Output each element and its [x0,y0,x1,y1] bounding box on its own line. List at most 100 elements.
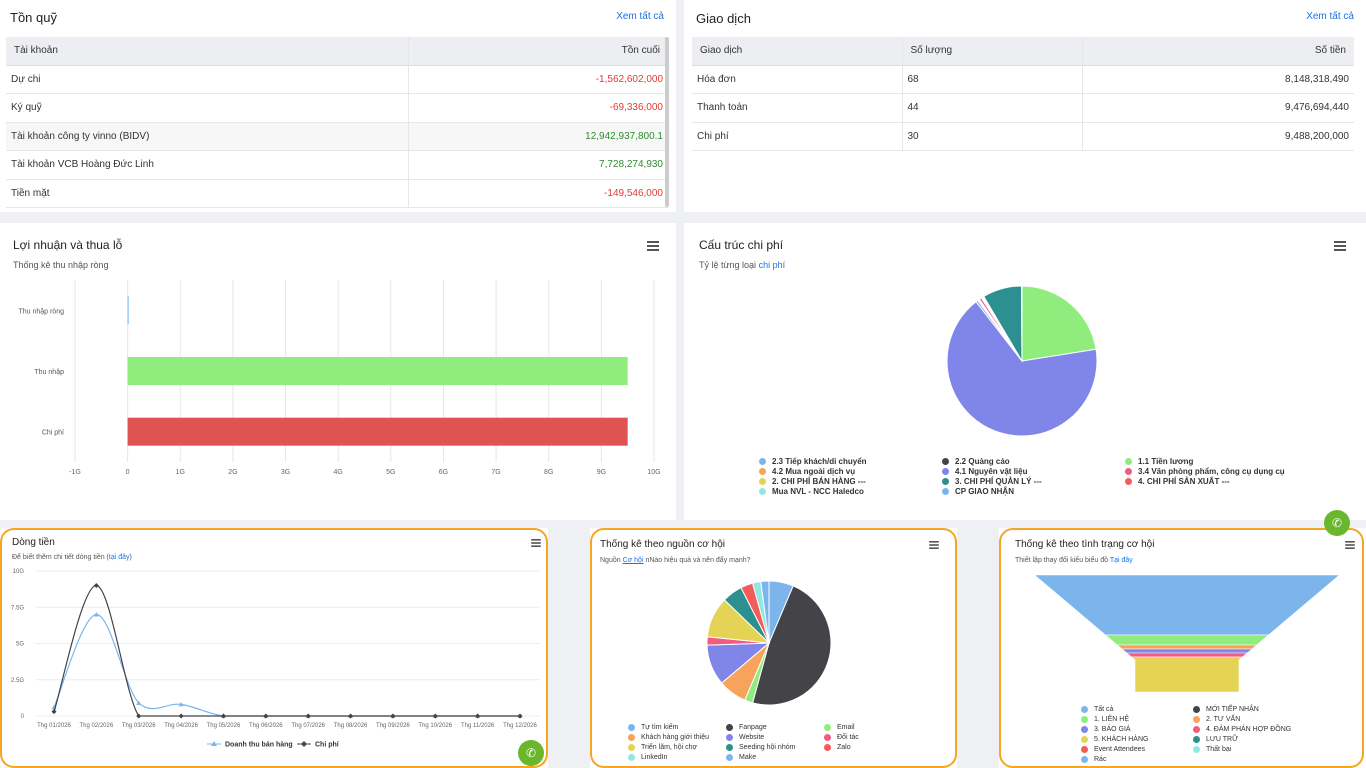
legend-label: 4. ĐÀM PHÁN HỢP ĐỒNG [1206,725,1292,733]
table-row[interactable]: Hóa đơn 68 8,148,318,490 [692,65,1354,94]
chart-menu-icon[interactable] [929,541,939,549]
funnel-segment [1033,574,1341,636]
data-point [178,713,184,719]
transaction-amount: 9,488,200,000 [1081,122,1354,151]
legend-label: 2.3 Tiếp khách/di chuyển [772,456,867,466]
legend-item[interactable]: 4.1 Nguyên vật liệu [942,466,1125,476]
legend-item[interactable]: 1. LIÊN HỆ [1081,714,1193,724]
legend-item[interactable]: MỚI TIẾP NHẬN [1193,704,1305,714]
x-tick-label: Thg 06/2026 [249,723,283,729]
legend-item[interactable]: 3. BÁO GIÁ [1081,724,1193,734]
legend-item[interactable]: Email [824,722,904,732]
legend-item[interactable]: Đối tác [824,732,904,742]
ton-quy-table-wrap[interactable]: Tài khoản Tồn cuối Dự chi -1,562,602,000 … [6,37,668,209]
account-balance: 12,942,937,800.1 [407,122,668,151]
table-row[interactable]: Tiền mặt -149,546,000 [6,179,668,208]
legend-item[interactable]: 2.3 Tiếp khách/di chuyển [759,456,942,466]
legend-item[interactable]: CP GIAO NHẬN [942,486,1125,496]
subtitle-link[interactable]: Cơ hội [622,557,644,564]
legend-item[interactable]: Thất bại [1193,744,1305,754]
subtitle-link[interactable]: chi phí [758,260,786,270]
series-line [53,584,520,717]
chart-menu-icon[interactable] [531,539,541,547]
subtitle-text: ) [129,554,132,561]
legend-label: 2.2 Quảng cáo [955,456,1010,466]
legend-item[interactable]: 2. TƯ VẤN [1193,714,1305,724]
bar [127,357,628,385]
table-row[interactable]: Ký quỹ -69,336,000 [6,93,668,123]
legend-item[interactable]: Website [726,732,824,742]
legend-item[interactable]: 2.2 Quảng cáo [942,456,1125,466]
legend-item[interactable]: Make [726,752,824,762]
table-row[interactable]: Tài khoản VCB Hoàng Đức Linh 7,728,274,93… [6,150,668,180]
legend-item[interactable]: 3.4 Văn phòng phẩm, công cụ dụng cụ [1125,466,1308,476]
table-row[interactable]: Tài khoản công ty vinno (BIDV) 12,942,937… [6,122,668,151]
phone-button[interactable]: ✆ [1324,510,1350,536]
phone-button[interactable]: ✆ [518,740,544,766]
legend-item[interactable]: 4.2 Mua ngoài dịch vụ [759,466,942,476]
legend-label: 1. LIÊN HỆ [1094,715,1130,723]
subtitle-text: Để biết thêm chi tiết dòng tiền ( [12,554,109,561]
col-giao-dich: Giao dịch [692,37,902,66]
legend-marker [628,753,635,761]
chart-menu-icon[interactable] [1334,241,1346,251]
chart-menu-icon[interactable] [647,241,659,251]
legend-item[interactable]: Tất cả [1081,704,1193,714]
funnel-segment [1104,634,1270,646]
data-point [263,713,269,719]
account-balance: 7,728,274,930 [407,150,668,180]
legend-marker [759,487,766,495]
table-row[interactable]: Dự chi -1,562,602,000 [6,65,668,94]
dong-tien-title: Dòng tiền [12,537,55,548]
table-scrollbar[interactable] [665,37,669,207]
legend-item[interactable]: Mua NVL - NCC Haledco [759,486,942,496]
legend-marker [759,457,766,465]
x-tick-label: Thg 03/2026 [122,723,156,729]
subtitle-link[interactable]: tại đây [108,554,130,561]
legend-item[interactable]: Rác [1081,754,1193,764]
account-balance: -69,336,000 [407,93,668,123]
legend-item[interactable]: Khách hàng giới thiệu [628,732,726,742]
giao-dich-table: Giao dịch Số lượng Số tiền Hóa đơn 68 8,14… [692,37,1354,151]
legend-item[interactable]: 1.1 Tiền lương [1125,456,1308,466]
legend-item[interactable]: 2. CHI PHÍ BÁN HÀNG --- [759,476,942,486]
opportunity-status-funnel [1033,574,1341,693]
legend-item[interactable]: Seeding hội nhóm [726,742,824,752]
chart-menu-icon[interactable] [1345,541,1355,549]
legend-label: CP GIAO NHẬN [955,486,1014,496]
y-category-label: Thu nhập [34,369,64,376]
legend-item[interactable]: 5. KHÁCH HÀNG [1081,734,1193,744]
legend-item[interactable]: Event Attendees [1081,744,1193,754]
bar [127,417,628,446]
legend-item[interactable]: Zalo [824,742,904,752]
legend-item[interactable]: LinkedIn [628,752,726,762]
legend-item[interactable]: Fanpage [726,722,824,732]
legend-item[interactable]: 3. CHI PHÍ QUẢN LÝ --- [942,476,1125,486]
table-row[interactable]: Chi phí 30 9,488,200,000 [692,122,1354,151]
x-tick-label: 6G [439,469,448,476]
legend-item[interactable]: LƯU TRỮ [1193,734,1305,744]
ton-quy-see-all-link[interactable]: Xem tất cả [616,11,664,22]
x-tick-label: Thg 07/2026 [291,723,325,729]
giao-dich-see-all-link[interactable]: Xem tất cả [1306,11,1354,22]
legend-item[interactable]: Tự tìm kiếm [628,722,726,732]
legend-label: Event Attendees [1094,745,1145,753]
legend-item[interactable]: 4. CHI PHÍ SẢN XUẤT --- [1125,476,1308,486]
legend-item[interactable]: Triển lãm, hội chợ [628,742,726,752]
x-tick-label: 5G [386,469,395,476]
x-tick-label: 4G [334,469,343,476]
series-line [53,613,520,717]
legend-marker [726,723,733,731]
legend-label: Thất bại [1206,745,1232,753]
nguon-co-hoi-title: Thống kê theo nguồn cơ hội [600,539,725,550]
legend-item[interactable]: 4. ĐÀM PHÁN HỢP ĐỒNG [1193,724,1305,734]
subtitle-link[interactable]: Tại đây [1109,557,1133,564]
account-balance: -149,546,000 [407,179,668,208]
funnel-segment [1121,648,1253,654]
legend-label: Email [837,723,855,731]
pie-slice [946,301,1098,437]
table-row[interactable]: Thanh toán 44 9,476,694,440 [692,93,1354,123]
legend-label: Tất cả [1094,705,1114,713]
transaction-amount: 8,148,318,490 [1081,65,1354,94]
y-tick-label: 10G [13,569,25,575]
